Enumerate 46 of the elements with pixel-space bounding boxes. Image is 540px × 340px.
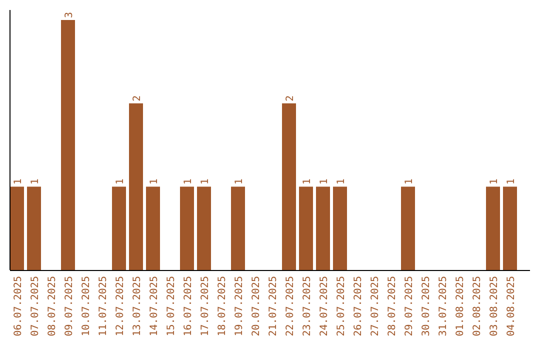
x-tick-label: 26.07.2025 (353, 276, 364, 336)
data-label: 1 (30, 178, 41, 185)
data-label: 2 (132, 95, 143, 102)
x-tick-label: 25.07.2025 (336, 276, 347, 336)
x-tick-label: 31.07.2025 (438, 276, 449, 336)
x-tick-label: 28.07.2025 (387, 276, 398, 336)
data-label: 1 (115, 178, 126, 185)
data-label: 1 (319, 178, 330, 185)
x-tick-label: 15.07.2025 (166, 276, 177, 336)
x-tick-label: 02.08.2025 (472, 276, 483, 336)
x-tick-label: 30.07.2025 (421, 276, 432, 336)
data-label: 1 (149, 178, 160, 185)
x-tick-label: 19.07.2025 (234, 276, 245, 336)
x-tick-label: 10.07.2025 (81, 276, 92, 336)
data-label: 1 (302, 178, 313, 185)
x-tick-label: 27.07.2025 (370, 276, 381, 336)
x-tick-label: 24.07.2025 (319, 276, 330, 336)
data-label: 1 (234, 178, 245, 185)
x-tick-label: 09.07.2025 (64, 276, 75, 336)
data-label: 1 (13, 178, 24, 185)
x-tick-label: 21.07.2025 (268, 276, 279, 336)
data-label: 1 (489, 178, 500, 185)
data-label: 1 (183, 178, 194, 185)
x-tick-label: 13.07.2025 (132, 276, 143, 336)
x-tick-label: 22.07.2025 (285, 276, 296, 336)
x-tick-label: 20.07.2025 (251, 276, 262, 336)
x-tick-label: 17.07.2025 (200, 276, 211, 336)
x-tick-label: 06.07.2025 (13, 276, 24, 336)
data-label: 2 (285, 95, 296, 102)
x-tick-label: 04.08.2025 (506, 276, 517, 336)
x-tick-label: 23.07.2025 (302, 276, 313, 336)
x-tick-label: 16.07.2025 (183, 276, 194, 336)
data-label: 1 (336, 178, 347, 185)
x-tick-label: 29.07.2025 (404, 276, 415, 336)
data-label: 3 (64, 12, 75, 18)
x-tick-label: 07.07.2025 (30, 276, 41, 336)
data-label: 1 (200, 178, 211, 185)
x-tick-label: 03.08.2025 (489, 276, 500, 336)
x-tick-label: 11.07.2025 (98, 276, 109, 336)
x-tick-label: 12.07.2025 (115, 276, 126, 336)
data-label: 1 (506, 178, 517, 185)
x-tick-label: 18.07.2025 (217, 276, 228, 336)
x-tick-label: 01.08.2025 (455, 276, 466, 336)
x-tick-label: 14.07.2025 (149, 276, 160, 336)
x-tick-label: 08.07.2025 (47, 276, 58, 336)
data-label: 1 (404, 178, 415, 185)
